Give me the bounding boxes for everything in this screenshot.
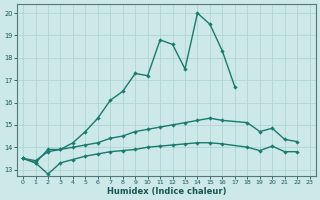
X-axis label: Humidex (Indice chaleur): Humidex (Indice chaleur): [107, 187, 226, 196]
